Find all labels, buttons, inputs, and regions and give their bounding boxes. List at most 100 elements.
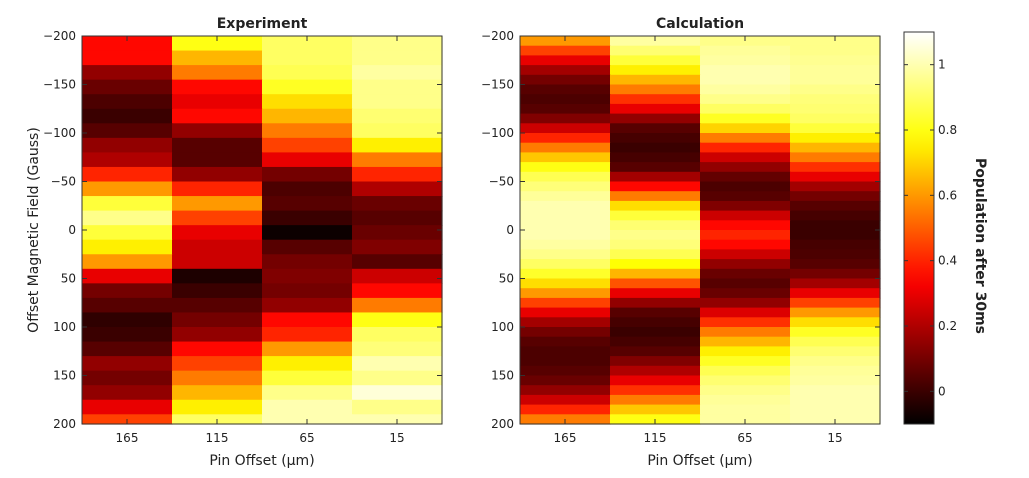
experiment-cell — [352, 239, 443, 255]
calculation-cell — [610, 346, 701, 357]
experiment-cell — [82, 181, 173, 197]
experiment-cell — [262, 239, 353, 255]
experiment-cell — [262, 268, 353, 284]
calculation-cell — [790, 259, 881, 270]
calculation-cell — [520, 297, 611, 309]
experiment-cell — [82, 50, 173, 66]
calculation-cell — [700, 65, 791, 76]
experiment-x-ticks: 165 115 65 15 — [116, 36, 405, 445]
calculation-cell — [520, 210, 611, 221]
calculation-cell — [790, 123, 881, 134]
colorbar-ticks: 0 0.2 0.4 0.6 0.8 1 — [904, 58, 957, 398]
calculation-cell — [520, 346, 611, 357]
calculation-cell — [790, 385, 881, 396]
experiment-cell — [352, 312, 443, 328]
colorbar-tick-label: 0.2 — [938, 319, 957, 333]
experiment-cell — [352, 268, 443, 284]
experiment-cell — [352, 79, 443, 95]
calculation-cell — [700, 55, 791, 66]
experiment-y-tick-label: 100 — [53, 320, 76, 334]
experiment-cell — [172, 36, 263, 52]
calculation-cell — [790, 55, 881, 66]
calculation-cell — [700, 404, 791, 415]
calculation-cell — [700, 278, 791, 289]
experiment-cell — [82, 399, 173, 415]
experiment-cell — [82, 36, 173, 52]
experiment-cell — [82, 94, 173, 110]
calculation-cell — [790, 249, 881, 260]
experiment-cell — [262, 312, 353, 328]
calculation-cell — [610, 385, 701, 396]
calculation-cell — [790, 200, 881, 212]
experiment-cell — [262, 225, 353, 241]
calculation-cell — [610, 394, 701, 406]
y-axis-label: Offset Magnetic Field (Gauss) — [26, 127, 42, 333]
calculation-cell — [610, 317, 701, 328]
calculation-cell — [700, 171, 791, 183]
calculation-cell — [700, 74, 791, 86]
experiment-cell — [352, 181, 443, 197]
colorbar-tick-label: 0.4 — [938, 254, 957, 268]
experiment-cell — [82, 225, 173, 241]
calculation-cell — [610, 375, 701, 386]
calculation-cell — [610, 45, 701, 56]
calculation-cell — [700, 123, 791, 134]
calculation-x-axis-label: Pin Offset (μm) — [647, 453, 752, 469]
calculation-cell — [520, 123, 611, 134]
calculation-cell — [520, 356, 611, 367]
calculation-cell — [520, 103, 611, 115]
calculation-cell — [790, 36, 881, 47]
calculation-cell — [790, 171, 881, 183]
experiment-cell — [262, 283, 353, 299]
calculation-cell — [520, 152, 611, 163]
experiment-cell — [82, 108, 173, 124]
calculation-cell — [610, 142, 701, 153]
calculation-cell — [700, 94, 791, 105]
calculation-cell — [790, 181, 881, 192]
calculation-panel: Calculation 165 115 65 15 −200 −150 −100 −50 0 5… — [481, 16, 881, 469]
calculation-cell — [520, 336, 611, 347]
calculation-cell — [700, 268, 791, 280]
experiment-cell — [82, 268, 173, 284]
calculation-cell — [790, 65, 881, 76]
experiment-cell — [172, 327, 263, 343]
experiment-cell — [352, 385, 443, 401]
calculation-cell — [700, 346, 791, 357]
calculation-cell — [610, 249, 701, 260]
experiment-y-tick-label: −50 — [51, 175, 76, 189]
calculation-cell — [700, 336, 791, 347]
calculation-y-tick-label: 200 — [491, 417, 514, 431]
experiment-y-ticks: −200 −150 −100 −50 0 50 100 150 200 — [43, 29, 442, 431]
experiment-cell — [262, 210, 353, 226]
experiment-cell — [262, 152, 353, 168]
calculation-cell — [520, 239, 611, 250]
calculation-x-tick-label: 65 — [737, 431, 752, 445]
experiment-cell — [262, 123, 353, 139]
calculation-cell — [610, 55, 701, 66]
calculation-cell — [520, 65, 611, 76]
calculation-cell — [700, 200, 791, 212]
calculation-cell — [790, 74, 881, 86]
calculation-cell — [520, 327, 611, 338]
experiment-cell — [262, 108, 353, 124]
calculation-cell — [610, 152, 701, 163]
calculation-cell — [700, 365, 791, 377]
experiment-cell — [352, 327, 443, 343]
calculation-cell — [610, 162, 701, 173]
calculation-cell — [700, 181, 791, 192]
experiment-cell — [82, 210, 173, 226]
calculation-cell — [700, 307, 791, 318]
calculation-cell — [700, 317, 791, 328]
experiment-cell — [172, 50, 263, 66]
calculation-cell — [790, 278, 881, 289]
experiment-cell — [262, 370, 353, 386]
experiment-cell — [352, 225, 443, 241]
calculation-y-tick-label: 100 — [491, 320, 514, 334]
experiment-cell — [352, 370, 443, 386]
experiment-y-tick-label: 150 — [53, 369, 76, 383]
experiment-cell — [172, 297, 263, 314]
calculation-cell — [700, 210, 791, 221]
experiment-heatmap-cells — [82, 36, 443, 425]
calculation-cell — [790, 288, 881, 299]
calculation-cell — [700, 162, 791, 173]
